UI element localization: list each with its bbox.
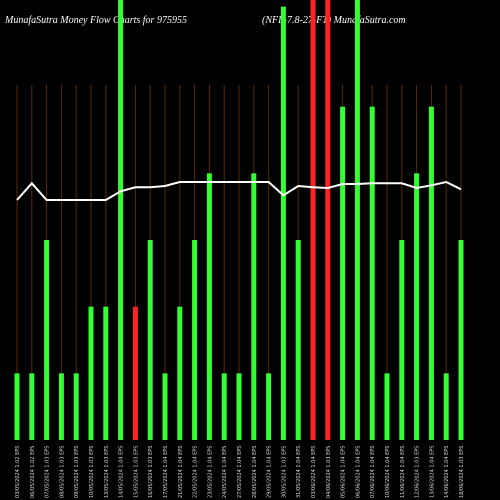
x-tick-label: 23/05/2024 1.04 EPS [207, 446, 213, 498]
bar [384, 373, 390, 440]
bar [340, 106, 346, 440]
x-tick-label: 21/05/2024 1.04 EPS [178, 446, 184, 498]
bar [132, 306, 138, 440]
x-tick-label: 24/05/2024 1.04 EPS [222, 446, 228, 498]
bar [29, 373, 35, 440]
x-tick-label: 30/05/2024 1.03 EPS [281, 446, 287, 498]
x-tick-label: 07/05/2024 1.03 EPS [45, 446, 51, 498]
x-tick-label: 03/05/2024 1.02 EPS [15, 446, 21, 498]
line-layer [16, 180, 462, 201]
bar [251, 173, 257, 440]
money-flow-line [16, 180, 462, 201]
x-tick-label: 29/05/2024 1.04 EPS [267, 446, 273, 498]
x-labels: 03/05/2024 1.02 EPS 06/05/2024 1.02 EPS 07… [15, 446, 465, 498]
x-tick-label: 06/06/2024 1.04 EPS [355, 446, 361, 498]
x-tick-label: 13/06/2024 1.04 EPS [429, 446, 435, 498]
bar [325, 0, 331, 440]
bar [118, 0, 124, 440]
bar [206, 173, 212, 440]
bar [58, 373, 64, 440]
bar [73, 373, 79, 440]
x-tick-label: 14/06/2024 1.04 EPS [444, 446, 450, 498]
bar [458, 240, 464, 440]
x-tick-label: 16/05/2024 1.03 EPS [148, 446, 154, 498]
chart-subtitle: (NFL-7.8-27-FT) MunafaSutra.com [262, 15, 406, 26]
x-tick-label: 18/06/2024 1.03 EPS [459, 446, 465, 498]
x-tick-label: 13/05/2024 1.03 EPS [104, 446, 110, 498]
x-tick-label: 06/05/2024 1.02 EPS [30, 446, 36, 498]
x-tick-label: 15/05/2024 1.03 EPS [133, 446, 139, 498]
x-tick-label: 09/05/2024 1.03 EPS [74, 446, 80, 498]
bar [162, 373, 168, 440]
x-tick-label: 12/06/2024 1.03 EPS [415, 446, 421, 498]
x-tick-label: 03/06/2024 1.04 EPS [311, 446, 317, 498]
bar [88, 306, 94, 440]
x-tick-label: 27/05/2024 1.04 EPS [237, 446, 243, 498]
bar [399, 240, 405, 440]
bar [295, 240, 301, 440]
bar [369, 106, 375, 440]
bar [147, 240, 153, 440]
bar [14, 373, 20, 440]
x-tick-label: 17/05/2024 1.04 EPS [163, 446, 169, 498]
bar [428, 106, 434, 440]
x-tick-label: 22/05/2024 1.04 EPS [193, 446, 199, 498]
x-tick-label: 31/05/2024 1.04 EPS [296, 446, 302, 498]
x-tick-label: 10/06/2024 1.04 EPS [385, 446, 391, 498]
bar [310, 0, 316, 440]
x-tick-label: 10/05/2024 1.03 EPS [89, 446, 95, 498]
bar [280, 6, 286, 440]
x-tick-label: 05/06/2024 1.04 EPS [341, 446, 347, 498]
x-tick-label: 07/06/2024 1.04 EPS [370, 446, 376, 498]
bars [14, 0, 464, 440]
x-tick-label: 28/05/2024 1.04 EPS [252, 446, 258, 498]
bar [266, 373, 272, 440]
bar [103, 306, 109, 440]
x-tick-label: 14/05/2024 1.04 EPS [119, 446, 125, 498]
bar [192, 240, 198, 440]
chart-title: MunafaSutra Money Flow Charts for 975955 [4, 15, 187, 26]
bar [221, 373, 227, 440]
x-tick-label: 08/05/2024 1.03 EPS [59, 446, 65, 498]
x-tick-label: 04/06/2024 1.03 EPS [326, 446, 332, 498]
bar [414, 173, 420, 440]
bar [44, 240, 50, 440]
bar [443, 373, 449, 440]
bar [177, 306, 183, 440]
x-tick-label: 11/06/2024 1.04 EPS [400, 446, 406, 498]
bar [236, 373, 242, 440]
bar [354, 0, 360, 440]
